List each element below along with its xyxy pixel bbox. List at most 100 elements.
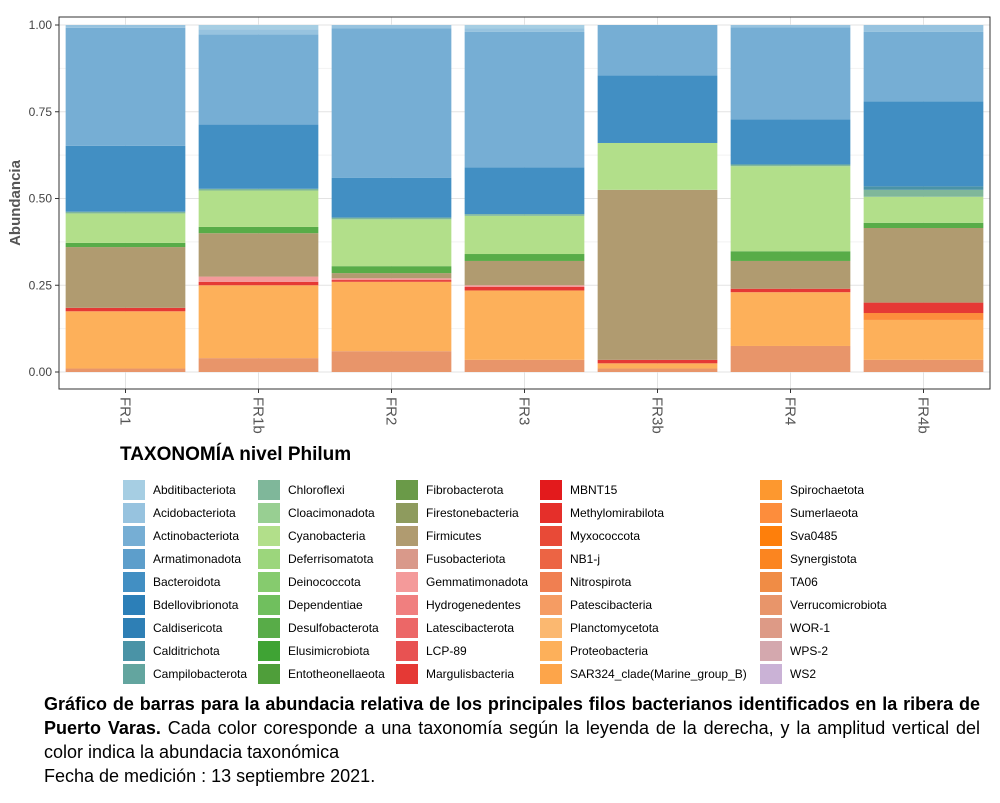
bar-segment-gemmatimonadota <box>464 285 585 287</box>
legend-item: Deinococcota <box>258 571 361 593</box>
legend-item: Latescibacterota <box>396 617 514 639</box>
bar-segment-gemmatimonadota <box>331 278 452 281</box>
bar-segment-bacteroidota <box>65 145 186 212</box>
bar-segment-desulfobacterota <box>464 254 585 261</box>
legend-swatch <box>123 549 145 569</box>
legend-item: Cyanobacteria <box>258 525 365 547</box>
legend-item: WOR-1 <box>760 617 830 639</box>
legend-item: Actinobacteriota <box>123 525 239 547</box>
legend-item: Fusobacteriota <box>396 548 505 570</box>
legend-swatch <box>123 480 145 500</box>
legend-swatch <box>258 526 280 546</box>
bar-segment-calditrichota <box>863 186 984 190</box>
legend-label: Desulfobacterota <box>288 621 379 635</box>
legend-swatch <box>760 480 782 500</box>
legend-label: SAR324_clade(Marine_group_B) <box>570 667 747 681</box>
legend-item: Calditrichota <box>123 640 220 662</box>
bar-segment-desulfobacterota <box>331 266 452 274</box>
bar-segment-verrucomicrobiota <box>331 351 452 372</box>
bar-segment-desulfobacterota <box>198 226 319 234</box>
x-tick-label: FR1 <box>117 397 134 425</box>
bar-segment-firmicutes <box>331 273 452 279</box>
bar-segment-cyanobacteria <box>464 215 585 255</box>
bar-segment-firmicutes <box>198 233 319 277</box>
legend-item: Planctomycetota <box>540 617 659 639</box>
bar-segment-margulisbacteria <box>464 286 585 291</box>
legend-item: Bacteroidota <box>123 571 220 593</box>
legend-swatch <box>760 526 782 546</box>
legend-label: Verrucomicrobiota <box>790 598 887 612</box>
legend-swatch <box>540 618 562 638</box>
legend-label: Campilobacterota <box>153 667 248 681</box>
legend-swatch <box>396 572 418 592</box>
legend-item: Firmicutes <box>396 525 481 547</box>
legend-label: Cloacimonadota <box>288 506 375 520</box>
bar-segment-firmicutes <box>863 227 984 303</box>
legend-item: Verrucomicrobiota <box>760 594 887 616</box>
legend-label: Chloroflexi <box>288 483 345 497</box>
legend-label: Firmicutes <box>426 529 482 543</box>
legend-item: Campilobacterota <box>123 663 247 685</box>
bar-segment-verrucomicrobiota <box>65 368 186 372</box>
legend-swatch <box>123 572 145 592</box>
legend-swatch <box>540 664 562 684</box>
legend-swatch <box>258 503 280 523</box>
bar-segment-firmicutes <box>597 189 718 360</box>
bar-segment-acidobacteriota <box>198 29 319 35</box>
legend-swatch <box>540 526 562 546</box>
bar-segment-chloroflexi <box>65 211 186 214</box>
legend-item: Proteobacteria <box>540 640 648 662</box>
legend-label: LCP-89 <box>426 644 467 658</box>
legend-label: Cyanobacteria <box>288 529 366 543</box>
y-tick-label: 0.25 <box>29 278 53 292</box>
legend-item: Hydrogenedentes <box>396 594 521 616</box>
legend-item: LCP-89 <box>396 640 467 662</box>
legend-label: WOR-1 <box>790 621 830 635</box>
legend-label: Entotheonellaeota <box>288 667 385 681</box>
bar-segment-desulfobacterota <box>65 242 186 248</box>
legend-label: Proteobacteria <box>570 644 649 658</box>
x-tick-label: FR1b <box>250 397 267 434</box>
bar-segment-bacteroidota <box>597 75 718 143</box>
legend-swatch <box>540 549 562 569</box>
legend-item: Nitrospirota <box>540 571 631 593</box>
legend-label: Actinobacteriota <box>153 529 240 543</box>
bar-segment-chloroflexi <box>730 164 851 167</box>
bar-segment-sumerlaeota <box>863 313 984 320</box>
legend-swatch <box>258 549 280 569</box>
bar-segment-acidobacteriota <box>863 25 984 32</box>
legend-swatch <box>123 664 145 684</box>
stacked-bar-chart: 0.00 0.25 0.50 0.75 1.00 FR1 FR1b FR2 FR3 FR3b FR4… <box>7 16 991 434</box>
legend-item: Deferrisomatota <box>258 548 373 570</box>
legend-item: WPS-2 <box>760 640 828 662</box>
legend-item: Dependentiae <box>258 594 363 616</box>
legend-label: Spirochaetota <box>790 483 865 497</box>
legend-item: Cloacimonadota <box>258 502 375 524</box>
legend-item: Synergistota <box>760 548 857 570</box>
legend-label: Sva0485 <box>790 529 838 543</box>
legend-label: Planctomycetota <box>570 621 659 635</box>
legend-swatch <box>123 641 145 661</box>
legend-swatch <box>760 572 782 592</box>
bar-segment-actinobacteriota <box>65 27 186 146</box>
bar-segment-actinobacteriota <box>730 27 851 120</box>
legend-swatch <box>258 641 280 661</box>
bar-segment-acidobacteriota <box>730 25 851 28</box>
figure-caption: Gráfico de barras para la abundacia rela… <box>44 692 980 788</box>
legend-item: Sva0485 <box>760 525 837 547</box>
legend-swatch <box>123 618 145 638</box>
bar-segment-actinobacteriota <box>863 31 984 102</box>
bar-segment-acidobacteriota <box>331 25 452 29</box>
legend-label: TA06 <box>790 575 818 589</box>
legend-label: Acidobacteriota <box>153 506 236 520</box>
legend-item: TA06 <box>760 571 818 593</box>
legend-swatch <box>258 664 280 684</box>
legend-swatch <box>396 595 418 615</box>
legend-swatch <box>760 503 782 523</box>
legend-swatch <box>396 641 418 661</box>
legend-item: Margulisbacteria <box>396 663 514 685</box>
bar-segment-chloroflexi <box>863 189 984 197</box>
legend-label: NB1-j <box>570 552 601 566</box>
x-tick-label: FR3b <box>649 397 666 434</box>
legend-label: Sumerlaeota <box>790 506 859 520</box>
